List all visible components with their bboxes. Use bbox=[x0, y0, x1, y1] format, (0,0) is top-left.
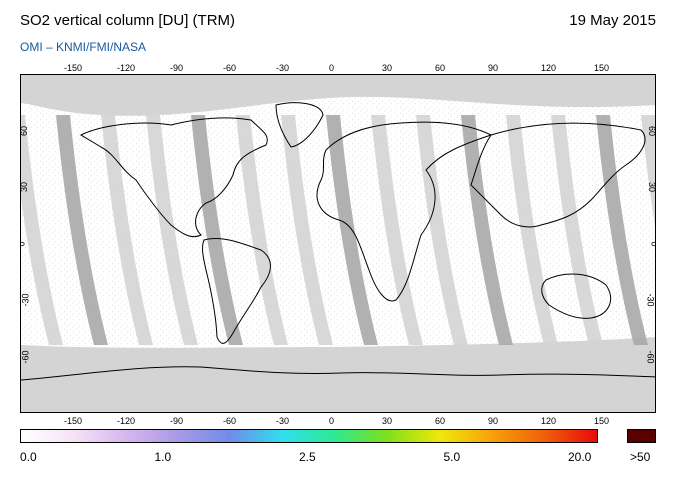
orbit-gap-band bbox=[551, 115, 603, 345]
right-latitude-tick-label: -60 bbox=[645, 349, 656, 364]
bottom-longitude-tick-label: -90 bbox=[170, 416, 184, 426]
antarctica-coast bbox=[21, 366, 655, 381]
bottom-longitude-tick-label: 60 bbox=[435, 416, 446, 426]
orbit-gap-band bbox=[371, 115, 423, 345]
antarctic-no-data bbox=[21, 337, 655, 412]
map-title: SO2 vertical column [DU] (TRM) bbox=[20, 12, 236, 29]
color-scale-label: 0.0 bbox=[20, 450, 37, 464]
world-map: 60 30 0 -30 -60 60 30 0 -30 -60 bbox=[20, 74, 656, 413]
bottom-longitude-tick-label: -150 bbox=[64, 416, 83, 426]
australia-coast bbox=[541, 273, 611, 319]
right-latitude-tick-label: 0 bbox=[649, 241, 655, 246]
map-date: 19 May 2015 bbox=[569, 12, 656, 29]
top-longitude-tick-label: 0 bbox=[329, 63, 335, 73]
color-scale-bar bbox=[20, 429, 598, 443]
right-latitude-tick-label: 30 bbox=[646, 181, 656, 193]
orbit-gap-band bbox=[21, 115, 63, 345]
top-longitude-tick-label: -150 bbox=[64, 63, 83, 73]
asia-coast bbox=[470, 122, 646, 228]
north-america-coast bbox=[79, 117, 268, 238]
top-longitude-tick-label: 120 bbox=[541, 63, 557, 73]
left-latitude-tick-label: 60 bbox=[20, 125, 30, 136]
color-scale-label: 5.0 bbox=[443, 450, 461, 464]
orbit-swath-gaps bbox=[21, 115, 655, 345]
color-scale-label: 1.0 bbox=[154, 450, 172, 464]
arctic-no-data bbox=[21, 75, 655, 116]
orbit-gap-band bbox=[236, 115, 288, 345]
bottom-longitude-tick-label: -60 bbox=[223, 416, 237, 426]
orbit-gap-band bbox=[191, 115, 243, 345]
top-longitude-tick-label: -30 bbox=[276, 63, 290, 73]
coastlines bbox=[21, 102, 655, 381]
bottom-longitude-tick-label: 150 bbox=[594, 416, 610, 426]
bottom-longitude-tick-label: 0 bbox=[329, 416, 335, 426]
bottom-longitude-tick-label: 120 bbox=[541, 416, 557, 426]
left-latitude-tick-label: 30 bbox=[20, 181, 30, 193]
orbit-gap-band bbox=[596, 115, 648, 345]
right-latitude-tick-label: -30 bbox=[645, 293, 656, 307]
orbit-gap-band bbox=[56, 115, 108, 345]
greenland-coast bbox=[275, 102, 324, 148]
top-longitude-tick-label: 150 bbox=[594, 63, 610, 73]
color-scale-over-box bbox=[627, 429, 656, 443]
top-longitude-tick-label: -120 bbox=[117, 63, 136, 73]
orbit-gap-band bbox=[461, 115, 513, 345]
right-latitude-tick-label: 60 bbox=[646, 125, 656, 136]
top-longitude-tick-label: 60 bbox=[435, 63, 446, 73]
left-latitude-tick-label: -30 bbox=[20, 293, 31, 307]
orbit-gap-band bbox=[101, 115, 153, 345]
map-canvas bbox=[21, 75, 655, 412]
color-scale-label: 20.0 bbox=[568, 450, 592, 464]
left-latitude-tick-label: 0 bbox=[21, 241, 27, 246]
orbit-gap-band bbox=[416, 115, 468, 345]
top-longitude-tick-label: 30 bbox=[382, 63, 393, 73]
bottom-longitude-tick-label: 90 bbox=[488, 416, 499, 426]
color-scale-over-label: >50 bbox=[630, 450, 651, 464]
color-scale-label: 2.5 bbox=[299, 450, 316, 464]
south-america-coast bbox=[202, 237, 271, 344]
bottom-longitude-tick-label: -120 bbox=[117, 416, 136, 426]
map-credit: OMI – KNMI/FMI/NASA bbox=[20, 40, 147, 54]
orbit-gap-band bbox=[146, 115, 198, 345]
orbit-gap-band bbox=[281, 115, 333, 345]
left-latitude-tick-label: -60 bbox=[20, 349, 31, 364]
bottom-longitude-tick-label: 30 bbox=[382, 416, 393, 426]
top-longitude-tick-label: 90 bbox=[488, 63, 499, 73]
top-longitude-tick-label: -60 bbox=[223, 63, 237, 73]
top-longitude-tick-label: -90 bbox=[170, 63, 184, 73]
europe-africa-coast bbox=[316, 121, 493, 302]
orbit-gap-band bbox=[506, 115, 558, 345]
bottom-longitude-tick-label: -30 bbox=[276, 416, 290, 426]
